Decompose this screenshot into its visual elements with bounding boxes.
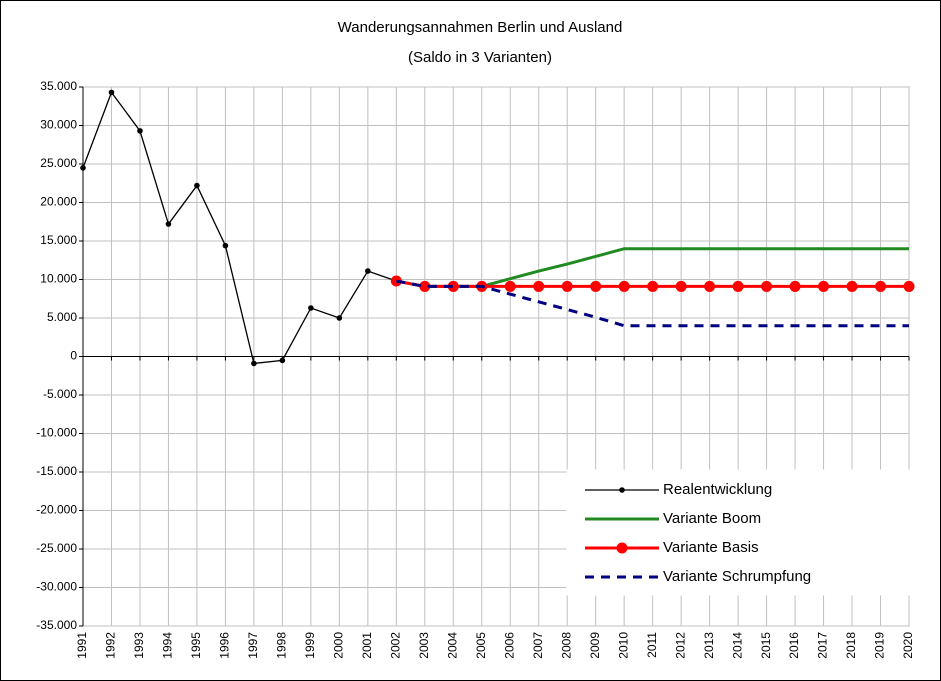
x-tick-label: 2008: [559, 632, 573, 659]
legend-label: Variante Basis: [663, 539, 759, 556]
x-tick-label: 2005: [474, 632, 488, 659]
legend-label: Variante Schrumpfung: [663, 568, 811, 585]
x-tick-label: 2014: [730, 632, 744, 659]
y-tick-label: 35.000: [40, 79, 77, 93]
y-tick-label: 10.000: [40, 272, 77, 286]
x-tick-label: 1992: [104, 632, 118, 659]
series-marker: [618, 280, 630, 292]
y-tick-label: -35.000: [36, 618, 77, 632]
x-tick-label: 1991: [75, 632, 89, 659]
x-tick-label: 2000: [332, 632, 346, 659]
series-marker: [590, 280, 602, 292]
x-tick-label: 2001: [360, 632, 374, 659]
series-marker: [675, 280, 687, 292]
series-marker: [222, 242, 229, 249]
x-tick-label: 2010: [616, 632, 630, 659]
series-marker: [336, 315, 343, 321]
series-marker: [561, 280, 573, 292]
series-marker: [732, 280, 744, 292]
legend-label: Variante Boom: [663, 510, 761, 527]
x-tick-label: 2012: [673, 632, 687, 659]
legend-label: Realentwicklung: [663, 481, 772, 498]
series-marker: [251, 360, 257, 367]
chart-title: Wanderungsannahmen Berlin und Ausland: [338, 19, 623, 36]
series-marker: [647, 280, 659, 292]
x-tick-label: 2015: [759, 632, 773, 659]
series-marker: [108, 89, 115, 96]
x-tick-label: 1998: [275, 632, 289, 659]
series-marker: [165, 221, 172, 227]
y-tick-label: 15.000: [40, 233, 77, 247]
series-marker: [875, 280, 887, 292]
legend-marker: [619, 487, 625, 493]
x-tick-label: 2007: [531, 632, 545, 659]
x-tick-label: 2017: [816, 632, 830, 659]
y-tick-label: 30.000: [40, 118, 77, 132]
x-tick-label: 2003: [417, 632, 431, 659]
x-tick-label: 1995: [189, 632, 203, 659]
series-marker: [504, 280, 516, 292]
series-marker: [137, 128, 143, 134]
x-tick-label: 2019: [873, 632, 887, 659]
x-tick-label: 2016: [787, 632, 801, 659]
series-marker: [365, 268, 371, 274]
x-tick-label: 1994: [161, 632, 175, 659]
y-tick-label: 0: [70, 349, 77, 363]
x-tick-label: 2004: [445, 632, 459, 659]
x-tick-label: 2011: [645, 632, 659, 658]
chart-subtitle: (Saldo in 3 Varianten): [408, 49, 552, 66]
x-tick-label: 1999: [303, 632, 317, 659]
y-tick-label: -5.000: [43, 387, 77, 401]
series-marker: [308, 305, 314, 311]
series-marker: [761, 280, 773, 292]
series-marker: [704, 280, 716, 292]
series-marker: [447, 280, 459, 292]
series-line: [82, 91, 397, 365]
series-marker: [789, 280, 801, 292]
series-marker: [194, 182, 200, 189]
series-marker: [818, 280, 830, 292]
y-tick-label: -10.000: [36, 426, 77, 440]
x-tick-label: 2009: [588, 632, 602, 659]
legend-marker: [616, 542, 628, 554]
y-tick-label: 5.000: [47, 310, 77, 324]
x-tick-label: 1997: [246, 632, 260, 659]
series-marker: [903, 280, 915, 292]
x-tick-label: 2002: [388, 632, 402, 659]
y-tick-label: -30.000: [36, 580, 77, 594]
series-marker: [846, 280, 858, 292]
x-tick-label: 2018: [844, 632, 858, 659]
series-marker: [80, 165, 86, 171]
y-tick-label: 20.000: [40, 195, 77, 209]
series-line: [396, 279, 909, 328]
series-marker: [533, 280, 545, 292]
y-tick-label: -15.000: [36, 464, 77, 478]
y-tick-label: 25.000: [40, 156, 77, 170]
x-tick-label: 2020: [901, 632, 915, 659]
x-tick-label: 2006: [502, 632, 516, 659]
series-marker: [419, 280, 431, 292]
x-tick-label: 1996: [218, 632, 232, 659]
x-tick-label: 2013: [702, 632, 716, 659]
x-tick-label: 1993: [132, 632, 146, 659]
y-tick-label: -25.000: [36, 541, 77, 555]
y-tick-label: -20.000: [36, 503, 77, 517]
series-marker: [279, 357, 286, 364]
